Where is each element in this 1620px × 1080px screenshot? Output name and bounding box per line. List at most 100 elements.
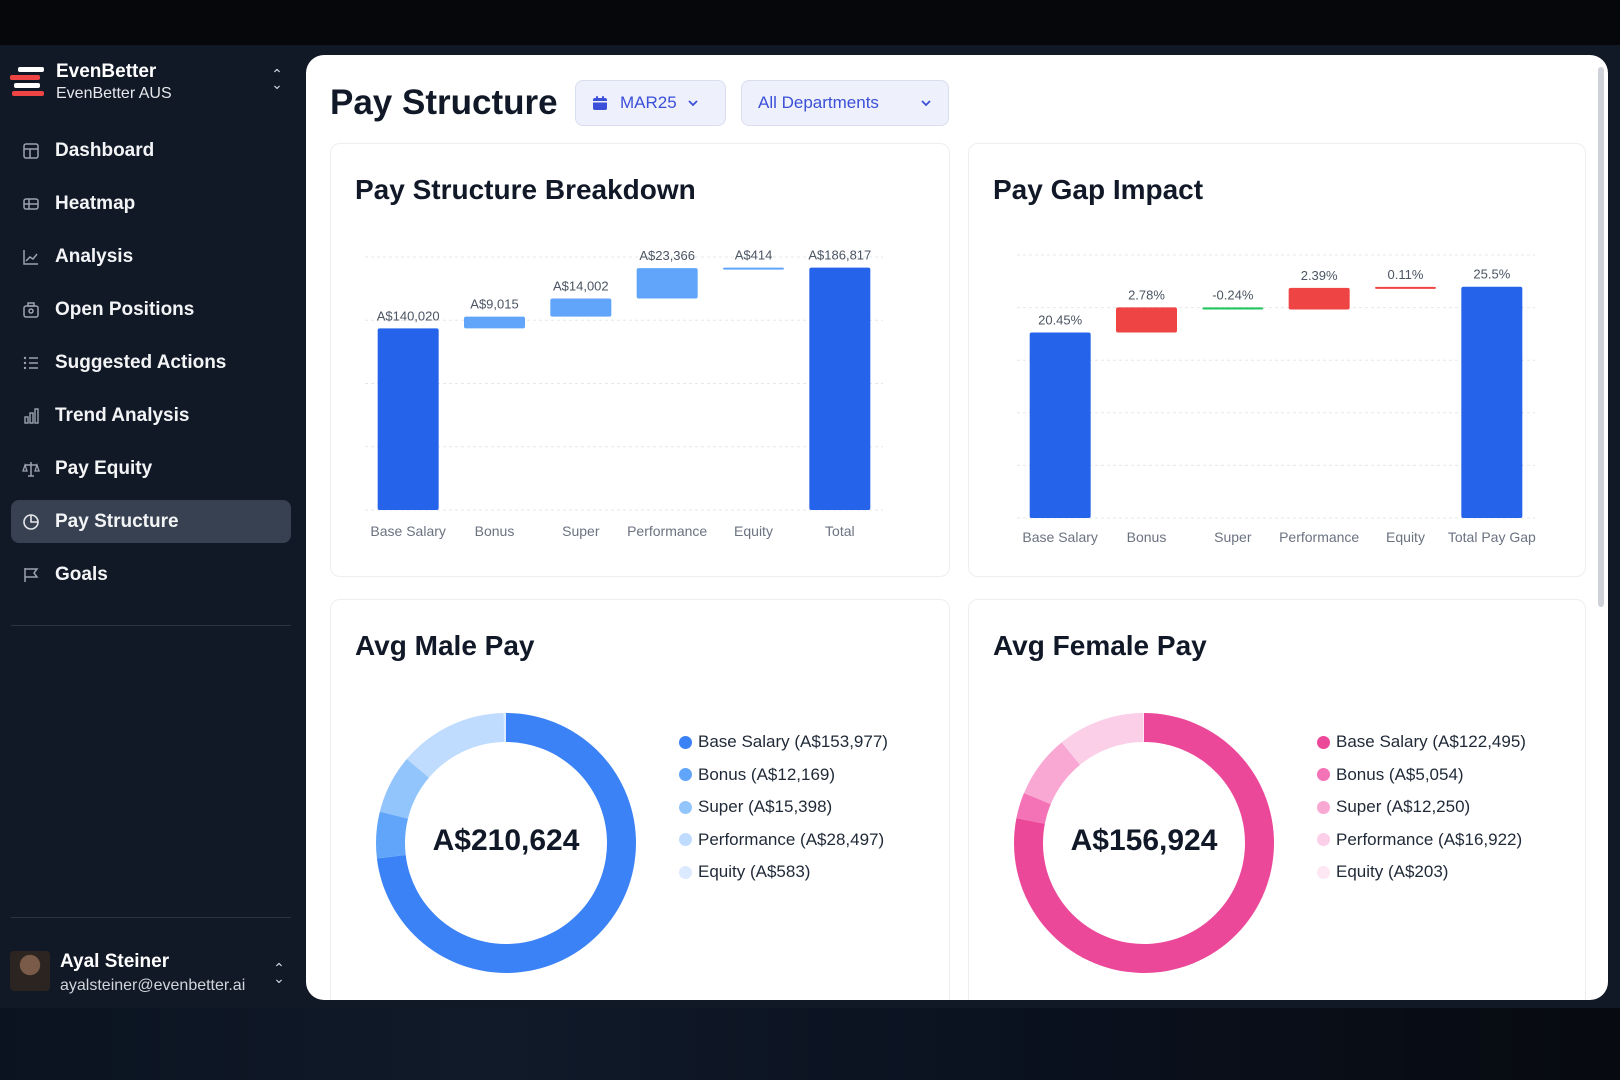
legend-item: Super (A$12,250) xyxy=(1317,791,1526,824)
bar-total-pay-gap xyxy=(1461,286,1523,518)
slice-equity xyxy=(1142,713,1144,743)
bar-performance xyxy=(1288,287,1350,310)
scrollbar[interactable] xyxy=(1598,67,1604,607)
sidebar-divider xyxy=(11,625,291,626)
legend-label: Bonus (A$12,169) xyxy=(698,764,836,784)
slice-bonus xyxy=(376,811,408,859)
data-label: 2.78% xyxy=(1128,287,1165,302)
main-panel: Pay Structure MAR25 All Departments Pay … xyxy=(306,55,1608,1000)
legend-swatch xyxy=(1317,833,1330,847)
avg-male-pay-donut xyxy=(376,713,636,973)
dashboard-icon xyxy=(21,141,41,161)
bar-performance xyxy=(636,268,698,299)
legend-label: Performance (A$16,922) xyxy=(1336,829,1523,849)
chevron-down-icon xyxy=(688,100,698,107)
bar-base-salary xyxy=(1029,332,1091,518)
legend-swatch xyxy=(679,865,692,879)
sidebar-nav: Dashboard Heatmap Analysis Open Positions Su… xyxy=(11,129,291,606)
sidebar-item-analysis[interactable]: Analysis xyxy=(11,235,291,278)
sidebar-divider xyxy=(11,917,291,918)
sidebar: EvenBetter EvenBetter AUS ⌃ ⌄ Dashboard He… xyxy=(0,45,302,1008)
sidebar-item-goals[interactable]: Goals xyxy=(11,553,291,596)
x-tick-label: Bonus xyxy=(475,523,515,539)
legend-swatch xyxy=(1317,800,1330,814)
heatmap-icon xyxy=(21,194,41,214)
avg-male-pay-card: Avg Male Pay A$210,624 Base Salary (A$15… xyxy=(330,599,950,1000)
x-tick-label: Base Salary xyxy=(1022,529,1097,545)
legend-item: Bonus (A$12,169) xyxy=(679,759,888,792)
slice-super xyxy=(379,758,429,819)
sidebar-item-label: Pay Structure xyxy=(55,510,179,532)
legend-swatch xyxy=(679,833,692,847)
legend-item: Performance (A$28,497) xyxy=(679,824,888,857)
sidebar-item-label: Pay Equity xyxy=(55,457,153,479)
sidebar-item-pay-equity[interactable]: Pay Equity xyxy=(11,447,291,490)
bar-equity xyxy=(1375,286,1436,289)
screen-top-bar xyxy=(0,0,1620,45)
legend-swatch xyxy=(1317,768,1330,782)
data-label: -0.24% xyxy=(1212,287,1254,302)
evenbetter-logo-icon xyxy=(10,67,44,96)
legend-label: Bonus (A$5,054) xyxy=(1336,764,1464,784)
sidebar-item-heatmap[interactable]: Heatmap xyxy=(11,182,291,225)
sidebar-item-label: Trend Analysis xyxy=(55,404,190,426)
suggested-actions-icon xyxy=(21,353,41,373)
screen-bottom-bar xyxy=(0,1008,1620,1080)
x-tick-label: Super xyxy=(562,523,600,539)
chevron-up-down-icon[interactable]: ⌃ ⌄ xyxy=(271,66,283,92)
x-tick-label: Total xyxy=(825,523,855,539)
legend-item: Equity (A$583) xyxy=(679,856,888,889)
department-select[interactable]: All Departments xyxy=(741,80,949,126)
data-label: A$14,002 xyxy=(553,278,609,293)
user-menu[interactable]: Ayal Steiner ayalsteiner@evenbetter.ai ⌃… xyxy=(10,945,292,1001)
pie-chart-icon xyxy=(21,512,41,532)
slice-performance xyxy=(1061,713,1144,765)
pay-gap-impact-chart: 20.45% Base Salary 2.78% Bonus -0.24% Super 2.… xyxy=(1017,254,1536,545)
bar-total xyxy=(809,267,871,510)
brand-org: EvenBetter AUS xyxy=(56,85,172,102)
department-select-value: All Departments xyxy=(758,93,879,112)
donut-center-value: A$210,624 xyxy=(432,824,580,857)
sidebar-item-open-positions[interactable]: Open Positions xyxy=(11,288,291,331)
data-label: A$414 xyxy=(735,248,773,263)
legend-item: Super (A$15,398) xyxy=(679,791,888,824)
legend-swatch xyxy=(1317,735,1330,749)
legend-item: Performance (A$16,922) xyxy=(1317,824,1526,857)
legend-item: Equity (A$203) xyxy=(1317,856,1526,889)
sidebar-item-label: Analysis xyxy=(55,245,134,267)
x-tick-label: Bonus xyxy=(1127,529,1167,545)
slice-super xyxy=(1023,742,1081,805)
data-label: A$23,366 xyxy=(639,248,695,263)
data-label: 20.45% xyxy=(1038,313,1083,328)
month-select[interactable]: MAR25 xyxy=(575,80,726,126)
data-label: 0.11% xyxy=(1388,267,1424,282)
trend-analysis-icon xyxy=(21,406,41,426)
x-tick-label: Equity xyxy=(734,523,773,539)
sidebar-item-trend-analysis[interactable]: Trend Analysis xyxy=(11,394,291,437)
sidebar-item-dashboard[interactable]: Dashboard xyxy=(11,129,291,172)
bar-bonus xyxy=(1116,307,1177,333)
legend-label: Equity (A$583) xyxy=(698,862,811,882)
month-select-value: MAR25 xyxy=(620,93,677,112)
user-name: Ayal Steiner xyxy=(60,951,170,972)
pay-gap-impact-card: Pay Gap Impact 20.45% Base Salary 2.78% Bon… xyxy=(968,143,1586,577)
org-switcher[interactable]: EvenBetter EvenBetter AUS ⌃ ⌄ xyxy=(10,57,290,109)
x-tick-label: Performance xyxy=(627,523,707,539)
legend-item: Bonus (A$5,054) xyxy=(1317,759,1526,792)
data-label: 25.5% xyxy=(1473,267,1510,282)
chevron-up-down-icon[interactable]: ⌃ ⌄ xyxy=(273,960,285,986)
pay-structure-breakdown-card: Pay Structure Breakdown A$140,020 Base Sa… xyxy=(330,143,950,577)
sidebar-item-pay-structure[interactable]: Pay Structure xyxy=(11,500,291,543)
legend-swatch xyxy=(679,735,692,749)
analysis-icon xyxy=(21,247,41,267)
card-title: Avg Male Pay xyxy=(355,630,535,661)
x-tick-label: Base Salary xyxy=(370,523,445,539)
avg-female-pay-card: Avg Female Pay A$156,924 Base Salary (A$… xyxy=(968,599,1586,1000)
donut-center-value: A$156,924 xyxy=(1070,824,1218,857)
sidebar-item-suggested-actions[interactable]: Suggested Actions xyxy=(11,341,291,384)
legend-label: Super (A$12,250) xyxy=(1336,797,1471,817)
legend-swatch xyxy=(679,800,692,814)
sidebar-item-label: Suggested Actions xyxy=(55,351,227,373)
page-title: Pay Structure xyxy=(330,83,558,122)
legend-label: Super (A$15,398) xyxy=(698,797,833,817)
